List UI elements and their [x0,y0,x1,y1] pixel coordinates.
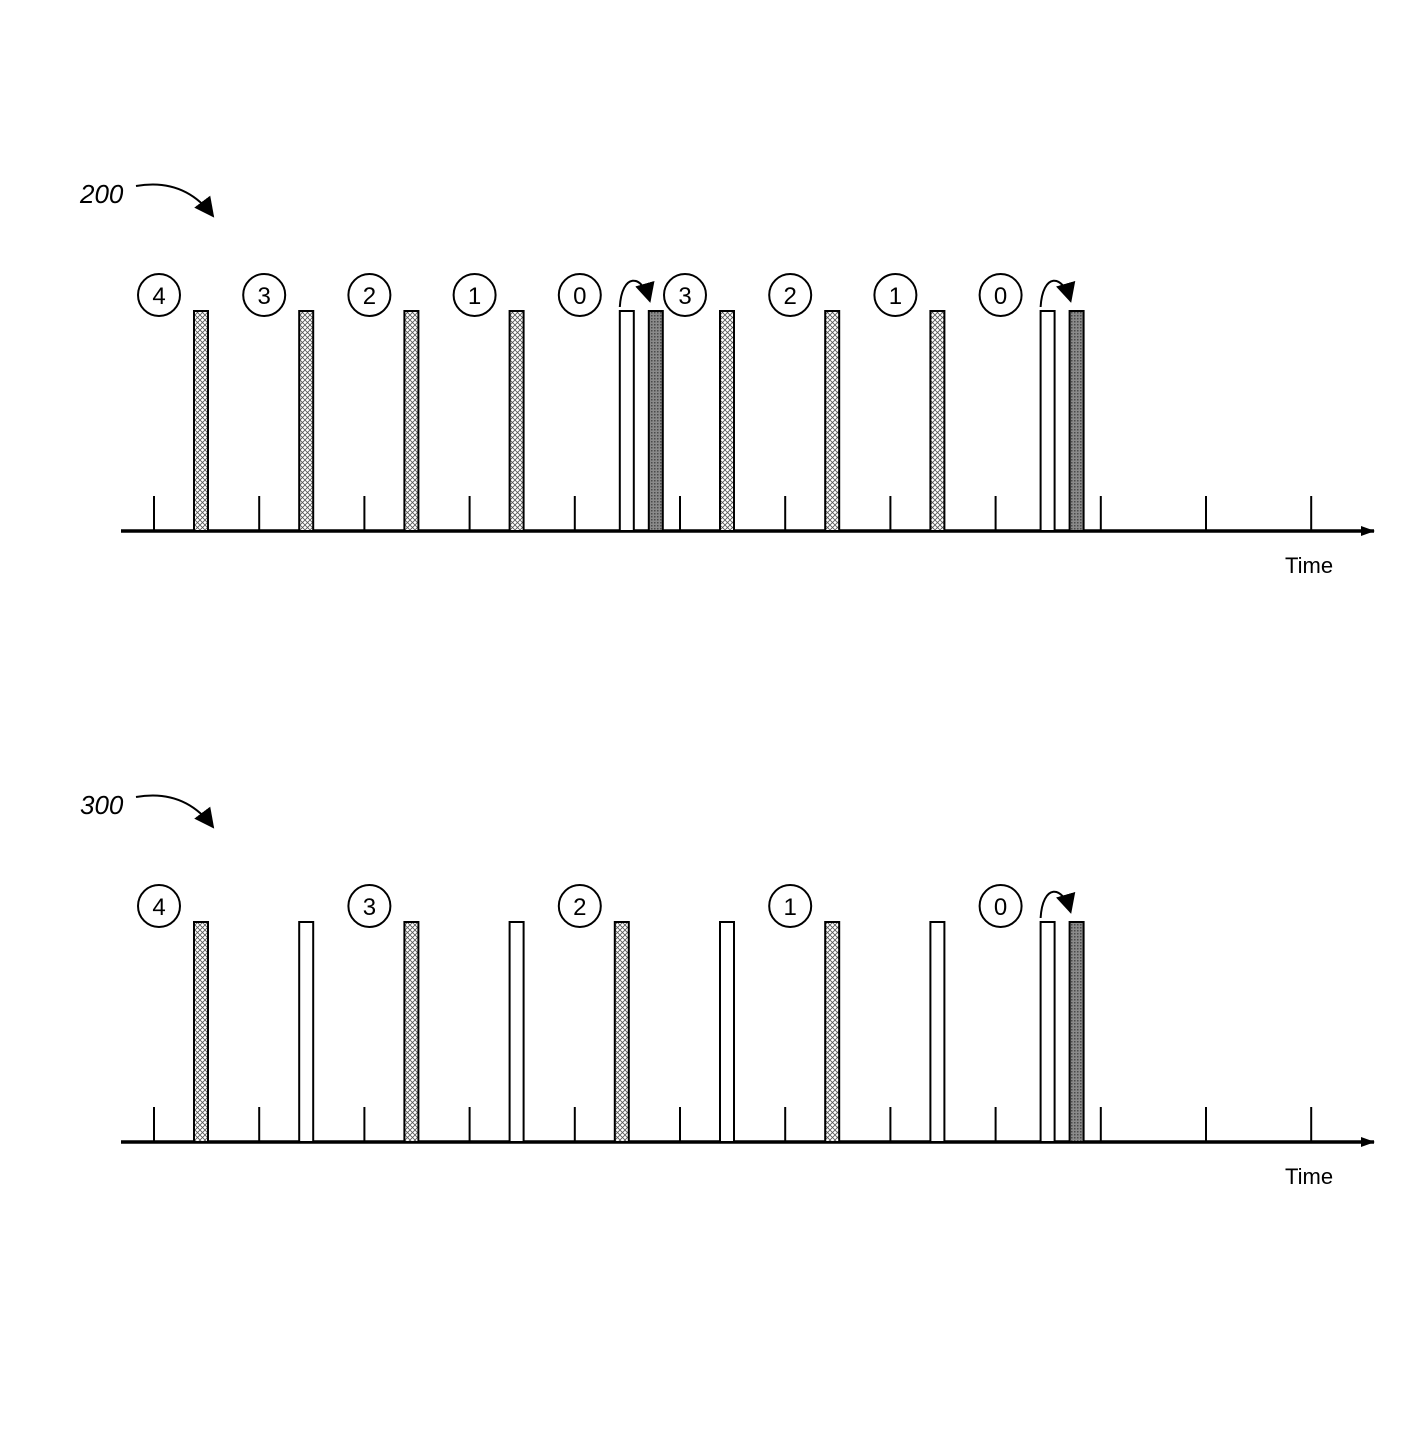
axis-label-time: Time [1285,1164,1333,1189]
counter-marker: 2 [769,274,811,316]
empty-pulse [1041,311,1055,531]
dark-pulse [649,311,663,531]
counter-value: 3 [258,283,271,310]
counter-value: 4 [152,283,165,310]
counter-value: 0 [573,283,586,310]
counter-marker: 0 [980,274,1022,316]
counter-value: 4 [152,894,165,921]
counter-value: 0 [994,283,1007,310]
diagram-300: 300 4 3 2 1 0 Time [80,790,1374,1189]
hatched-pulse [404,311,418,531]
counter-marker: 3 [664,274,706,316]
hatched-pulse [194,922,208,1142]
counter-marker: 0 [980,885,1022,927]
counter-marker: 1 [874,274,916,316]
hatched-pulse [615,922,629,1142]
counter-value: 0 [994,894,1007,921]
hatched-pulse [720,311,734,531]
diagram-200: 200 4 3 2 1 0 3 2 1 0 Time [79,179,1374,578]
hatched-pulse [825,922,839,1142]
counter-value: 2 [784,283,797,310]
counter-value: 3 [678,283,691,310]
hatched-pulse [510,311,524,531]
empty-pulse [510,922,524,1142]
figure-label: 300 [80,790,124,820]
counter-value: 2 [573,894,586,921]
axis-label-time: Time [1285,553,1333,578]
hatched-pulse [194,311,208,531]
counter-marker: 1 [769,885,811,927]
counter-marker: 3 [348,885,390,927]
figure-label-arrow [136,184,213,216]
counter-value: 1 [468,283,481,310]
figure-label: 200 [79,179,124,209]
counter-marker: 4 [138,885,180,927]
loop-arrow [620,281,650,307]
counter-value: 1 [889,283,902,310]
dark-pulse [1070,922,1084,1142]
counter-marker: 2 [559,885,601,927]
empty-pulse [1041,922,1055,1142]
counter-marker: 3 [243,274,285,316]
hatched-pulse [404,922,418,1142]
hatched-pulse [825,311,839,531]
hatched-pulse [299,311,313,531]
counter-marker: 1 [454,274,496,316]
loop-arrow [1041,281,1071,307]
empty-pulse [930,922,944,1142]
empty-pulse [299,922,313,1142]
counter-value: 3 [363,894,376,921]
counter-marker: 0 [559,274,601,316]
empty-pulse [620,311,634,531]
empty-pulse [720,922,734,1142]
loop-arrow [1041,892,1071,918]
counter-marker: 4 [138,274,180,316]
hatched-pulse [930,311,944,531]
figure-label-arrow [136,795,213,827]
dark-pulse [1070,311,1084,531]
counter-value: 2 [363,283,376,310]
counter-marker: 2 [348,274,390,316]
counter-value: 1 [784,894,797,921]
